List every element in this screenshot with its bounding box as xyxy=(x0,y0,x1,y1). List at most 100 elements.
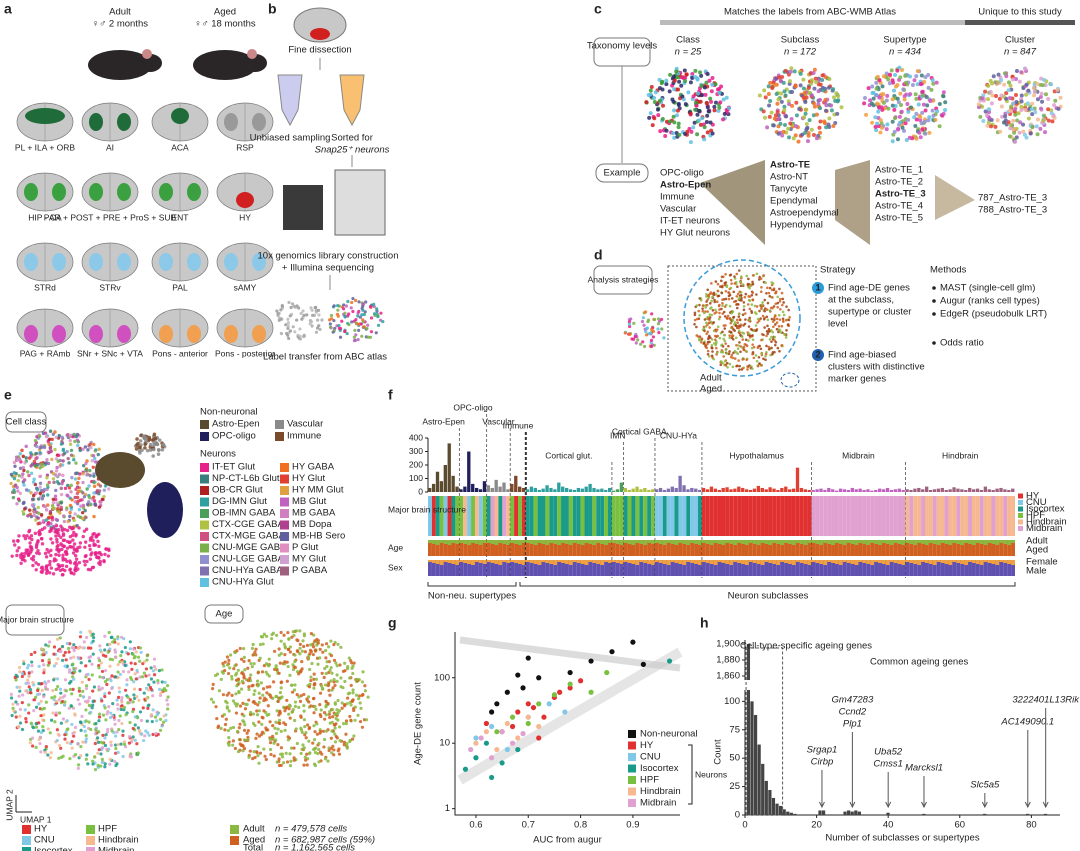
structure-cell xyxy=(701,496,706,536)
umap-dot xyxy=(770,288,774,292)
umap-dot xyxy=(703,329,706,333)
age-cell xyxy=(557,540,562,545)
structure-cell xyxy=(662,496,667,536)
umap-dot xyxy=(754,324,758,327)
umap-dot xyxy=(282,721,286,725)
age-cell xyxy=(905,540,910,543)
umap-dot xyxy=(303,650,307,654)
bar xyxy=(654,489,659,492)
umap-dot xyxy=(74,557,79,561)
umap-dot xyxy=(787,318,791,322)
umap-dot xyxy=(35,551,39,555)
structure-cell xyxy=(549,496,554,536)
sex-cell xyxy=(862,560,867,576)
age-cell xyxy=(506,540,511,545)
label: Supertype xyxy=(883,35,926,46)
umap-dot xyxy=(34,722,38,726)
umap-dot xyxy=(754,354,758,357)
umap-dot xyxy=(748,316,751,320)
umap-dot xyxy=(151,454,155,458)
umap-dot xyxy=(267,657,271,661)
umap-dot xyxy=(73,670,77,674)
umap-dot xyxy=(66,519,70,524)
umap-dot xyxy=(354,318,358,322)
bar xyxy=(717,489,721,492)
umap-dot xyxy=(745,358,748,362)
age-cell xyxy=(654,540,659,556)
age-cell xyxy=(654,540,659,543)
umap-dot xyxy=(130,667,134,671)
umap-dot xyxy=(65,449,69,454)
umap-dot xyxy=(919,73,924,78)
age-cell xyxy=(498,540,503,543)
umap-dot xyxy=(293,683,297,687)
sex-cell xyxy=(780,560,785,576)
umap-dot xyxy=(309,632,313,636)
umap-dot xyxy=(1035,81,1040,86)
umap-dot xyxy=(276,727,280,731)
age-cell xyxy=(529,540,534,556)
structure-cell xyxy=(580,496,585,536)
umap-dot xyxy=(67,650,71,654)
umap-dot xyxy=(68,510,72,515)
umap-dot xyxy=(14,678,18,682)
umap-dot xyxy=(332,643,336,647)
umap-dot xyxy=(890,119,895,124)
bar xyxy=(494,479,498,492)
age-cell xyxy=(498,540,503,556)
umap-dot xyxy=(118,714,122,718)
umap-dot xyxy=(877,105,882,110)
umap-dot xyxy=(130,677,134,682)
bar xyxy=(764,489,768,492)
sex-cell xyxy=(748,560,753,576)
umap-dot xyxy=(46,461,51,466)
umap-dot xyxy=(290,690,295,694)
umap-dot xyxy=(716,325,720,329)
umap-dot xyxy=(90,459,95,463)
sex-cell xyxy=(725,560,730,564)
umap-dot xyxy=(27,671,31,675)
umap-dot xyxy=(261,642,265,646)
umap-dot xyxy=(1042,113,1047,118)
umap-dot xyxy=(929,87,934,92)
umap-dot xyxy=(706,349,710,353)
umap-dot xyxy=(45,547,49,552)
umap-dot xyxy=(699,299,703,302)
umap-dot xyxy=(116,695,121,699)
umap-dot xyxy=(298,334,302,338)
umap-dot xyxy=(1052,103,1057,108)
umap-dot xyxy=(230,693,234,698)
umap-dot xyxy=(114,751,118,755)
umap-dot xyxy=(737,324,741,328)
age-cell xyxy=(913,540,918,545)
umap-dot xyxy=(39,730,43,735)
umap-dot xyxy=(309,643,313,647)
umap-dot xyxy=(672,120,677,125)
umap-dot xyxy=(691,94,696,99)
umap-dot xyxy=(320,684,324,688)
umap-dot xyxy=(258,696,262,700)
umap-dot xyxy=(255,713,260,717)
umap-dot xyxy=(37,737,41,742)
umap-dot xyxy=(708,326,712,329)
umap-dot xyxy=(818,119,823,124)
umap-dot xyxy=(905,101,910,106)
umap-dot xyxy=(768,286,772,290)
umap-dot xyxy=(59,442,64,446)
bar xyxy=(752,488,757,492)
umap-dot xyxy=(627,322,632,326)
umap-dot xyxy=(108,647,112,651)
umap-dot xyxy=(751,338,755,341)
umap-dot xyxy=(49,528,53,533)
sex-cell xyxy=(553,560,558,576)
sex-cell xyxy=(459,560,464,562)
bar xyxy=(639,489,643,492)
sex-cell xyxy=(838,560,843,565)
umap-dot xyxy=(94,448,98,452)
sex-cell xyxy=(842,560,847,576)
umap-dot xyxy=(751,282,755,286)
umap-dot xyxy=(722,355,726,358)
label: 787_Astro-TE_3 xyxy=(978,193,1047,204)
structure-cell xyxy=(572,496,577,536)
umap-dot xyxy=(718,100,723,105)
